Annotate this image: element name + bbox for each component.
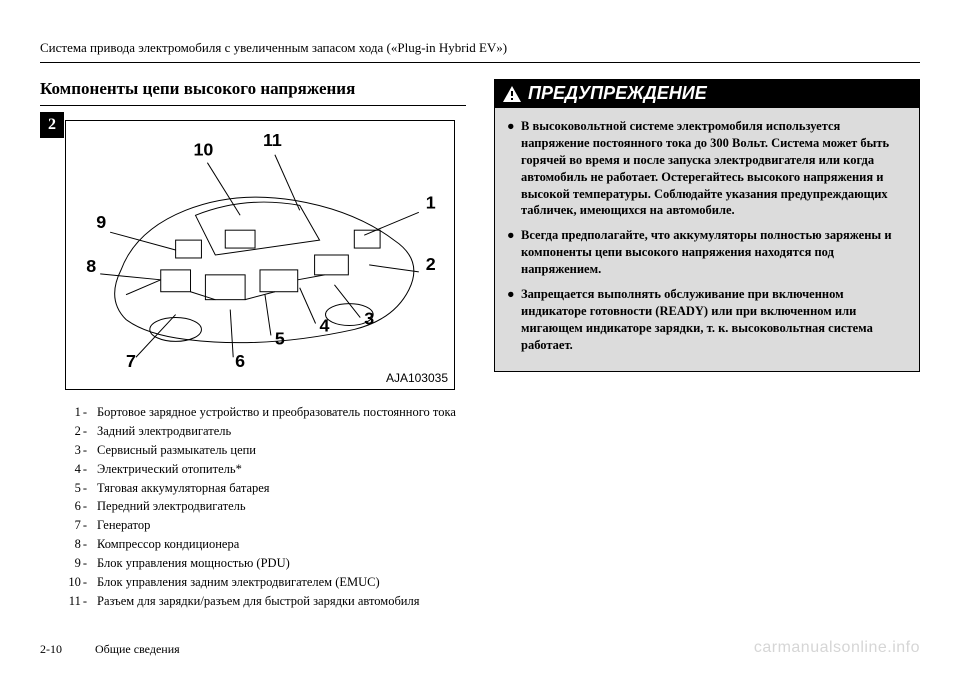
leader-line [230,310,233,358]
legend-number: 11 [65,593,91,610]
leader-line [207,163,240,216]
leader-line [334,285,360,318]
legend-text: Бортовое зарядное устройство и преобразо… [91,404,466,421]
callout-number: 9 [96,212,106,232]
callout-number: 1 [426,192,436,212]
leader-line [275,155,300,211]
legend-item: 9Блок управления мощностью (PDU) [65,555,466,572]
two-column-layout: Компоненты цепи высокого напряжения [40,79,920,639]
leader-line [100,274,161,280]
warning-header: ПРЕДУПРЕЖДЕНИЕ [494,79,920,108]
leader-line [300,288,316,324]
legend-text: Электрический отопитель* [91,461,466,478]
warning-item: ●Всегда предполагайте, что аккумуляторы … [507,227,907,278]
legend-item: 10Блок управления задним электродвигател… [65,574,466,591]
running-header: Система привода электромобиля с увеличен… [40,40,920,63]
legend-text: Сервисный размыкатель цепи [91,442,466,459]
legend-item: 1Бортовое зарядное устройство и преобраз… [65,404,466,421]
legend-item: 11Разъем для зарядки/разъем для быстрой … [65,593,466,610]
legend-text: Компрессор кондиционера [91,536,466,553]
warning-label: ПРЕДУПРЕЖДЕНИЕ [528,83,707,104]
callout-number: 11 [263,130,282,150]
callout-number: 10 [193,140,213,160]
legend-item: 5Тяговая аккумуляторная батарея [65,480,466,497]
legend-number: 5 [65,480,91,497]
left-column: Компоненты цепи высокого напряжения [40,79,466,639]
legend-item: 2Задний электродвигатель [65,423,466,440]
leader-line [136,315,176,358]
warning-item: ●Запрещается выполнять обслуживание при … [507,286,907,354]
warning-body: ●В высоковольтной системе электромобиля … [494,108,920,372]
bullet-icon: ● [507,227,521,278]
callout-number: 6 [235,351,245,371]
warning-text: В высоковольтной системе электромобиля и… [521,118,907,219]
warning-text: Всегда предполагайте, что аккумуляторы п… [521,227,907,278]
callout-number: 5 [275,328,285,348]
legend-text: Задний электродвигатель [91,423,466,440]
legend-number: 9 [65,555,91,572]
callout-number: 8 [86,256,96,276]
right-column: ПРЕДУПРЕЖДЕНИЕ ●В высоковольтной системе… [494,79,920,639]
legend-item: 3Сервисный размыкатель цепи [65,442,466,459]
leader-line [364,212,419,235]
legend-number: 6 [65,498,91,515]
legend-text: Блок управления мощностью (PDU) [91,555,466,572]
legend-number: 8 [65,536,91,553]
legend-text: Тяговая аккумуляторная батарея [91,480,466,497]
legend-number: 10 [65,574,91,591]
legend-text: Разъем для зарядки/разъем для быстрой за… [91,593,466,610]
footer-section: Общие сведения [95,642,180,656]
vehicle-svg: 1 2 3 4 5 6 7 8 9 10 11 [66,121,454,389]
leader-line [110,232,176,250]
legend-item: 8Компрессор кондиционера [65,536,466,553]
page-number: 2-10 [40,642,62,656]
warning-item: ●В высоковольтной системе электромобиля … [507,118,907,219]
watermark: carmanualsonline.info [754,639,920,657]
leader-line [369,265,419,272]
page-footer: 2-10 Общие сведения [40,642,180,657]
warning-box: ПРЕДУПРЕЖДЕНИЕ ●В высоковольтной системе… [494,79,920,372]
legend-number: 2 [65,423,91,440]
callout-number: 7 [126,351,136,371]
legend-number: 3 [65,442,91,459]
legend-item: 4Электрический отопитель* [65,461,466,478]
legend-item: 6Передний электродвигатель [65,498,466,515]
legend-item: 7Генератор [65,517,466,534]
bullet-icon: ● [507,286,521,354]
legend-text: Передний электродвигатель [91,498,466,515]
legend-text: Блок управления задним электродвигателем… [91,574,466,591]
callout-number: 2 [426,254,436,274]
chapter-tab: 2 [40,112,64,138]
section-title: Компоненты цепи высокого напряжения [40,79,466,106]
legend-number: 1 [65,404,91,421]
vehicle-diagram: 1 2 3 4 5 6 7 8 9 10 11 AJA103035 [65,120,455,390]
legend-number: 7 [65,517,91,534]
callout-number: 3 [364,308,374,328]
bullet-icon: ● [507,118,521,219]
callout-number: 4 [320,315,330,335]
leader-line [265,295,271,336]
warning-triangle-icon [502,85,522,103]
warning-text: Запрещается выполнять обслуживание при в… [521,286,907,354]
figure-legend: 1Бортовое зарядное устройство и преобраз… [65,404,466,610]
legend-text: Генератор [91,517,466,534]
figure-code: AJA103035 [386,371,448,385]
legend-number: 4 [65,461,91,478]
